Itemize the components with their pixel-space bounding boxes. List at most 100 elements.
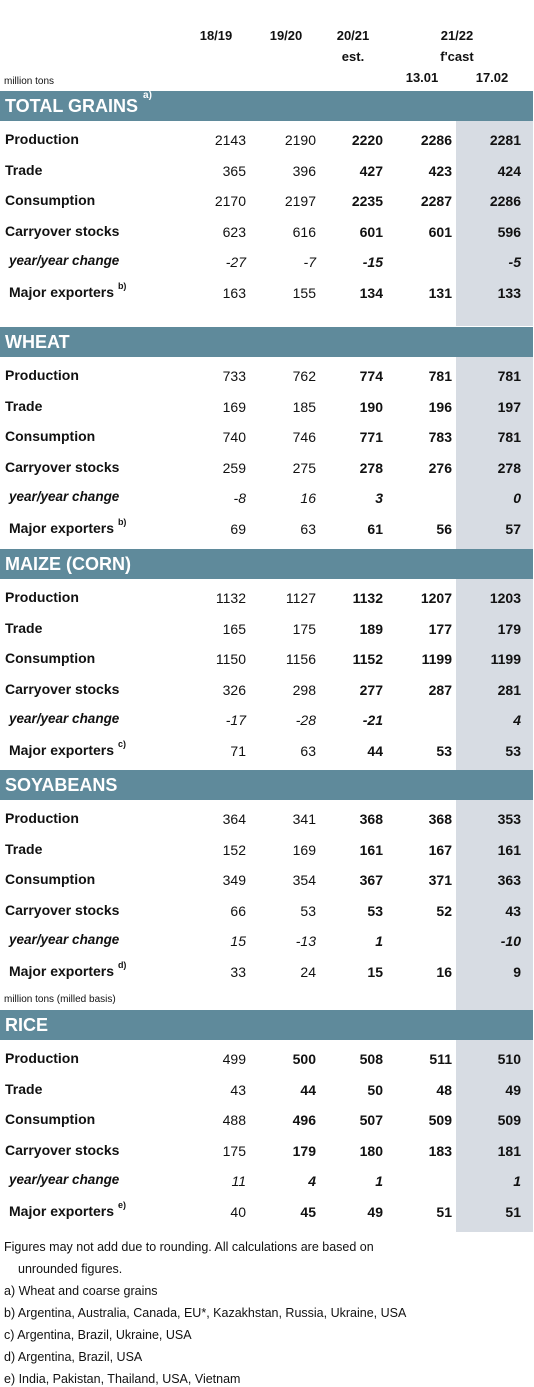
table-row-soyabeans-production: Production 364 341 368 368 353 [0,803,533,833]
cell-col-3: 601 [359,223,383,240]
row-label-text: Production [5,1050,79,1066]
table-row-maize-corn-production: Production 1132 1127 1132 1207 1203 [0,582,533,612]
cell-col-4: 371 [428,872,452,889]
row-label: Production [5,810,79,826]
cell-col-5: 281 [497,681,521,698]
section-title: SOYABEANS [5,775,118,795]
cell-col-4: 781 [428,368,452,384]
cell-col-4: 601 [428,223,452,240]
footnotes: Figures may not add due to rounding. All… [4,1236,529,1387]
cell-col-5: 2281 [489,132,521,148]
table-row-rice-carryover-stocks: Carryover stocks 175 179 180 183 181 [0,1135,533,1165]
row-label: Major exporters b) [9,281,127,300]
cell-col-5: 179 [497,620,521,637]
cell-col-3: 277 [359,681,383,698]
section-header-total-grains: TOTAL GRAINS a) [0,90,533,121]
table-row-wheat-consumption: Consumption 740 746 771 783 781 [0,421,533,451]
cell-col-1: 40 [230,1204,246,1220]
row-label: Carryover stocks [5,1142,119,1158]
cell-col-3: 161 [359,841,383,858]
cell-col-2: 63 [300,521,316,537]
row-footnote-ref: e) [117,1200,126,1210]
header-col-1920: 19/20 [269,28,303,43]
cell-col-4: 56 [436,521,452,537]
table-row-total-grains-major-exporters: Major exporters b) 163 155 134 131 133 [0,277,533,307]
row-label: Major exporters e) [9,1200,126,1219]
cell-col-2: 762 [292,368,316,384]
cell-col-2: 2197 [284,193,316,210]
row-label-text: Trade [5,397,43,414]
cell-col-2: 275 [292,459,316,476]
cell-col-4: 16 [436,964,452,980]
cell-col-3: 134 [359,285,383,301]
table-row-rice-consumption: Consumption 488 496 507 509 509 [0,1104,533,1134]
cell-col-2: -28 [295,712,316,729]
cell-col-2: -7 [303,254,316,271]
cell-col-2: 298 [292,681,316,698]
row-label-text: Consumption [5,192,96,209]
row-label: Consumption [5,428,95,444]
cell-col-3: 368 [359,811,383,827]
footnote-c: c) Argentina, Brazil, Ukraine, USA [4,1328,192,1342]
cell-col-4: 183 [428,1142,452,1159]
cell-col-4: 177 [428,620,452,637]
cell-col-3: 278 [359,459,383,476]
units-label: million tons [4,76,55,87]
row-label: Consumption [5,650,95,666]
cell-col-1: -8 [233,490,246,507]
row-label-text: Major exporters [9,1203,115,1219]
cell-col-4: 2286 [420,132,452,148]
cell-col-3: 427 [359,162,383,179]
cell-col-1: 43 [230,1081,246,1098]
row-label: Production [5,367,79,383]
cell-col-1: 623 [222,223,246,240]
row-label-text: Trade [5,1080,43,1097]
cell-col-4: 2287 [420,193,452,210]
cell-col-4: 423 [428,162,452,179]
cell-col-4: 52 [436,902,452,919]
cell-col-4: 48 [436,1081,452,1098]
cell-col-2: 616 [292,223,316,240]
table-row-soyabeans-consumption: Consumption 349 354 367 371 363 [0,864,533,894]
cell-col-5: 9 [513,964,521,980]
cell-col-5: 278 [497,459,521,476]
cell-col-4: 783 [428,429,452,446]
row-label-text: Production [5,810,79,826]
cell-col-5: 596 [497,223,521,240]
cell-col-3: 508 [359,1051,383,1067]
cell-col-3: 3 [375,490,383,507]
header-col-2122: 21/22 [440,28,474,43]
row-label: Consumption [5,871,95,887]
row-label: Carryover stocks [5,681,119,697]
cell-col-5: 161 [497,841,521,858]
cell-col-5: 1203 [489,590,521,606]
cell-col-5: 510 [497,1051,521,1067]
section-title: TOTAL GRAINS [5,96,139,116]
cell-col-1: 1150 [215,651,246,668]
row-label-text: Major exporters [9,742,115,758]
section-header-rice: RICE [0,1010,533,1040]
section-title: RICE [5,1015,49,1035]
row-label-text: Carryover stocks [5,222,120,239]
cell-col-5: 509 [497,1112,521,1129]
row-label: year/year change [9,1172,119,1187]
footnote-e: e) India, Pakistan, Thailand, USA, Vietn… [4,1372,241,1386]
row-label: Trade [5,1081,42,1097]
row-footnote-ref: b) [117,281,127,291]
cell-col-3: 50 [367,1081,383,1098]
footnote-d: d) Argentina, Brazil, USA [4,1350,143,1364]
row-label: Production [5,1050,79,1066]
row-label-text: Major exporters [9,284,115,300]
cell-col-5: 781 [497,429,521,446]
cell-col-2: 341 [292,811,316,827]
cell-col-2: 53 [300,902,316,919]
row-label: year/year change [9,932,119,947]
row-label-text: Consumption [5,1111,96,1128]
cell-col-5: 1 [513,1173,521,1190]
row-label-text: Major exporters [9,520,115,536]
cell-col-3: -15 [362,254,383,271]
cell-col-5: 53 [505,743,521,759]
cell-col-2: 500 [292,1051,316,1067]
table-row-soyabeans-trade: Trade 152 169 161 167 161 [0,834,533,864]
